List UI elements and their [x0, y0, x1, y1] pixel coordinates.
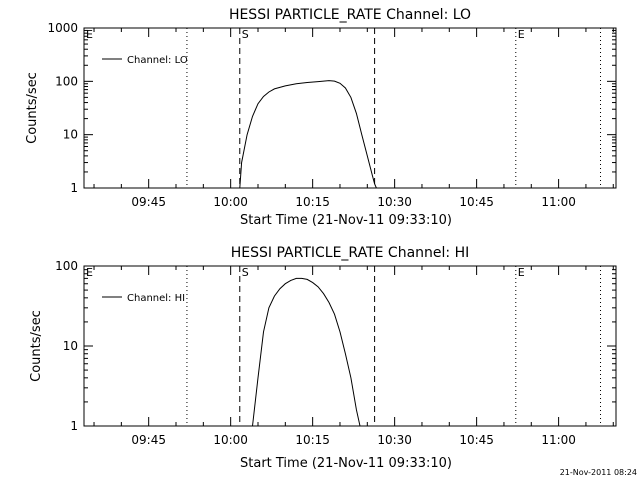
x-tick-label: 09:45	[131, 433, 166, 447]
marker-label: E	[518, 28, 525, 41]
series-line	[239, 80, 377, 189]
y-tick-label: 10	[63, 128, 78, 142]
y-tick-label: 1	[70, 419, 78, 433]
x-tick-label: 10:15	[295, 195, 330, 209]
marker-label: S	[242, 266, 249, 279]
y-tick-label: 100	[55, 259, 78, 273]
y-axis-label: Counts/sec	[25, 72, 40, 144]
x-axis-label: Start Time (21-Nov-11 09:33:10)	[240, 456, 452, 471]
y-axis-ticks: 1 10 100 1000	[47, 21, 616, 195]
x-axis-label: Start Time (21-Nov-11 09:33:10)	[240, 213, 452, 228]
y-tick-label: 100	[55, 74, 78, 88]
x-tick-label: 10:30	[377, 433, 412, 447]
x-tick-label: 11:00	[541, 433, 576, 447]
legend-label: Channel: HI	[127, 293, 185, 304]
x-axis-ticks: 09:45 10:00 10:15 10:30 10:45 11:00	[93, 28, 614, 209]
timestamp: 21-Nov-2011 08:24	[560, 468, 637, 477]
y-tick-label: 1	[70, 181, 78, 195]
y-tick-label: 1000	[47, 21, 78, 35]
x-tick-label: 10:00	[213, 433, 248, 447]
legend-label: Channel: LO	[127, 55, 188, 66]
y-axis-label: Counts/sec	[29, 310, 44, 382]
marker-label: E	[86, 28, 93, 41]
marker-label: S	[242, 28, 249, 41]
x-tick-label: 11:00	[541, 195, 576, 209]
x-tick-label: 10:45	[459, 195, 494, 209]
x-tick-label: 10:15	[295, 433, 330, 447]
chart-title: HESSI PARTICLE_RATE Channel: HI	[231, 245, 469, 261]
y-tick-label: 10	[63, 339, 78, 353]
x-tick-label: 10:30	[377, 195, 412, 209]
marker-label: E	[86, 266, 93, 279]
plot-frame	[83, 265, 617, 427]
y-axis-ticks: 1 10 100	[55, 259, 616, 433]
series-line	[252, 277, 361, 427]
x-tick-label: 09:45	[131, 195, 166, 209]
x-axis-ticks: 09:45 10:00 10:15 10:30 10:45 11:00	[93, 266, 614, 447]
x-tick-label: 10:45	[459, 433, 494, 447]
marker-label: E	[518, 266, 525, 279]
chart-title: HESSI PARTICLE_RATE Channel: LO	[229, 7, 471, 23]
x-tick-label: 10:00	[213, 195, 248, 209]
plot-frame	[83, 27, 617, 189]
